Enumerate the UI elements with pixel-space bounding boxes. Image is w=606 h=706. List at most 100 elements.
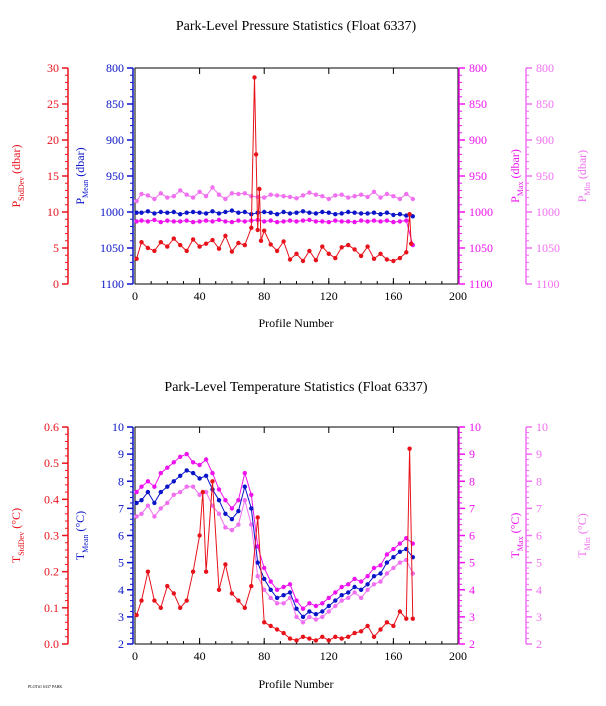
pressure-mean-point (229, 208, 235, 213)
temperature-stddev-point (200, 489, 205, 495)
pressure-stddev-point (145, 245, 151, 251)
temperature-max-point (294, 598, 299, 603)
temperature-mean-point (178, 473, 183, 478)
pressure-stddev-point (384, 257, 390, 262)
pressure-mean-point (281, 209, 286, 215)
pressure-max-point (391, 219, 396, 225)
pressure-mean-y-tick-label: 1000 (100, 205, 124, 219)
temperature-min-point (268, 595, 273, 601)
temperature-min-point (184, 484, 189, 489)
temperature-stddev-point (190, 569, 196, 574)
pressure-stddev-point (300, 258, 306, 264)
temperature-mean-point (352, 584, 357, 590)
pressure-stddev-point (216, 246, 222, 251)
pressure-min-point (165, 195, 170, 200)
temperature-stddev-point (197, 533, 202, 538)
temperature-stddev-point (407, 446, 412, 451)
temperature-x-tick-label: 200 (449, 649, 467, 663)
temperature-min-point (190, 484, 196, 489)
pressure-mean-series (134, 208, 415, 219)
temperature-min-point (346, 595, 351, 601)
pressure-min-point (197, 189, 202, 194)
temperature-stddev-point (352, 630, 357, 636)
temperature-max-y-tick-label: 2 (469, 637, 475, 651)
pressure-mean-point (320, 209, 325, 215)
pressure-chart-title: Park-Level Pressure Statistics (Float 63… (176, 19, 417, 34)
pressure-min-point (274, 193, 280, 198)
pressure-min-point (171, 194, 176, 199)
temperature-mean-y-tick-label: 3 (118, 610, 124, 624)
pressure-stddev-point (255, 227, 260, 233)
temperature-stddev-y-tick-label: 0.0 (44, 637, 59, 651)
pressure-stddev-point (197, 244, 202, 249)
pressure-min-point (210, 185, 215, 190)
temperature-stddev-axis-unit: (°C) (9, 508, 23, 532)
pressure-max-point (371, 218, 377, 223)
pressure-mean-point (242, 209, 247, 215)
temperature-min-point (300, 620, 306, 625)
temperature-mean-axis-subscript: Mean (81, 535, 90, 553)
pressure-min-point (339, 192, 344, 197)
pressure-stddev-point (139, 240, 144, 245)
pressure-stddev-point (268, 242, 273, 247)
pressure-min-point (320, 194, 325, 199)
pressure-max-point (171, 219, 176, 224)
pressure-stddev-y-tick-label: 10 (47, 205, 59, 219)
pressure-stddev-y-tick-label: 20 (47, 133, 59, 147)
temperature-mean-point (165, 484, 170, 489)
pressure-max-y-tick-label: 900 (469, 133, 487, 147)
pressure-mean-point (145, 209, 151, 214)
pressure-mean-y-tick-label: 1100 (100, 277, 124, 291)
temperature-max-point (145, 479, 151, 484)
temperature-min-point (339, 598, 344, 603)
pressure-max-point (274, 219, 280, 225)
temperature-mean-point (313, 612, 319, 617)
temperature-mean-point (236, 508, 241, 514)
pressure-mean-point (410, 214, 415, 219)
temperature-mean-series (134, 468, 415, 620)
pressure-mean-point (307, 210, 312, 215)
pressure-mean-point (134, 210, 139, 215)
pressure-min-axis-label: PMin (dbar) (575, 150, 592, 202)
temperature-mean-point (274, 595, 280, 601)
temperature-max-y-tick-label: 7 (469, 501, 475, 515)
pressure-mean-point (365, 211, 370, 216)
temperature-min-point (145, 503, 151, 508)
temperature-max-y-tick-label: 9 (469, 447, 475, 461)
temperature-min-point (255, 574, 260, 579)
temperature-max-point (384, 552, 390, 557)
temperature-stddev-point (210, 479, 215, 484)
pressure-stddev-point (346, 242, 351, 248)
temperature-max-axis-label: TMax (°C) (508, 513, 525, 559)
pressure-stddev-point (365, 244, 370, 249)
pressure-mean-axis-unit: (dbar) (73, 147, 87, 179)
temperature-stddev-point (294, 638, 299, 643)
temperature-max-point (255, 544, 260, 549)
temperature-stddev-point (300, 634, 306, 639)
temperature-stddev-point (139, 598, 144, 603)
temperature-max-point (300, 606, 306, 611)
temperature-stddev-point (326, 638, 331, 643)
pressure-stddev-point (190, 237, 196, 242)
pressure-max-axis-symbol: P (508, 196, 522, 203)
temperature-chart-title: Park-Level Temperature Statistics (Float… (164, 380, 427, 395)
pressure-max-point (242, 219, 247, 224)
pressure-max-point (236, 218, 241, 223)
temperature-stddev-point (223, 562, 228, 567)
temperature-mean-point (229, 517, 235, 522)
pressure-min-axis-unit: (dbar) (575, 150, 589, 182)
pressure-stddev-point (339, 245, 344, 250)
temperature-mean-point (139, 498, 144, 503)
temperature-mean-axis-unit: (°C) (73, 511, 87, 535)
pressure-mean-axis-label: PMean (dbar) (73, 147, 90, 204)
pressure-min-point (152, 196, 157, 202)
temperature-min-y-tick-label: 4 (536, 583, 542, 597)
temperature-mean-point (384, 560, 390, 565)
temperature-min-point (287, 595, 293, 601)
temperature-mean-point (216, 498, 222, 503)
temperature-stddev-point (165, 583, 170, 589)
pressure-stddev-y-tick-label: 0 (53, 277, 59, 291)
pressure-max-point (287, 218, 293, 223)
pressure-mean-y-tick-label: 950 (106, 169, 124, 183)
